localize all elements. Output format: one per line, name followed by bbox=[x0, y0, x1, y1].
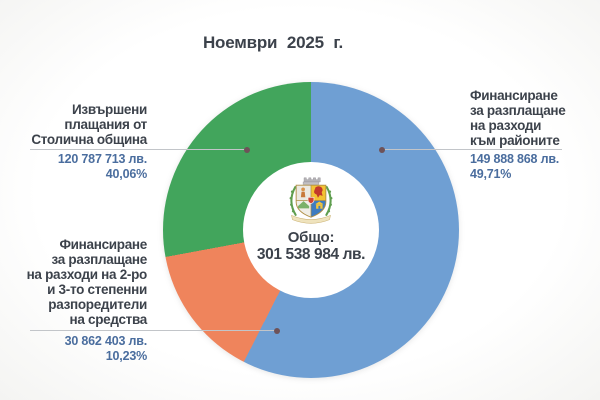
callout-connector-bottom-left bbox=[30, 330, 277, 331]
callout-value-percent: 49,71% bbox=[470, 167, 512, 181]
sofia-coat-of-arms-icon bbox=[289, 177, 333, 224]
donut-hole: Общо: 301 538 984 лв. bbox=[243, 162, 379, 298]
callout-connector-right bbox=[382, 149, 562, 150]
callout-value-percent: 40,06% bbox=[105, 167, 147, 181]
callout-dot-left-top bbox=[244, 146, 250, 153]
donut-chart: Общо: 301 538 984 лв. bbox=[163, 82, 459, 378]
callout-label-financing-2nd-3rd-level-spenders: Финансиране за разплащане на разходи на … bbox=[26, 237, 148, 327]
callout-value-amount: 149 888 868 лв. bbox=[470, 152, 560, 166]
callout-value-percent: 10,23% bbox=[105, 349, 147, 363]
chart-title: Ноември 2025 г. bbox=[202, 33, 344, 52]
donut-center-total: 301 538 984 лв. bbox=[256, 246, 366, 263]
callout-label-payments-by-sofia-municipality: Извършени плащания от Столична община bbox=[31, 102, 147, 147]
callout-connector-left-top bbox=[30, 149, 248, 150]
callout-dot-bottom-left bbox=[274, 327, 280, 334]
callout-values-left-top: 120 787 713 лв. 40,06% bbox=[58, 152, 147, 182]
donut-center-label: Общо: bbox=[287, 229, 335, 246]
callout-values-bottom-left: 30 862 403 лв. 10,23% bbox=[64, 334, 148, 364]
callout-values-right: 149 888 868 лв. 49,71% bbox=[470, 152, 559, 182]
callout-value-amount: 120 787 713 лв. bbox=[57, 152, 147, 166]
callout-value-amount: 30 862 403 лв. bbox=[64, 334, 148, 348]
callout-label-financing-districts: Финансиране за разплащане на разходи към… bbox=[470, 88, 566, 148]
callout-dot-right bbox=[379, 146, 385, 153]
